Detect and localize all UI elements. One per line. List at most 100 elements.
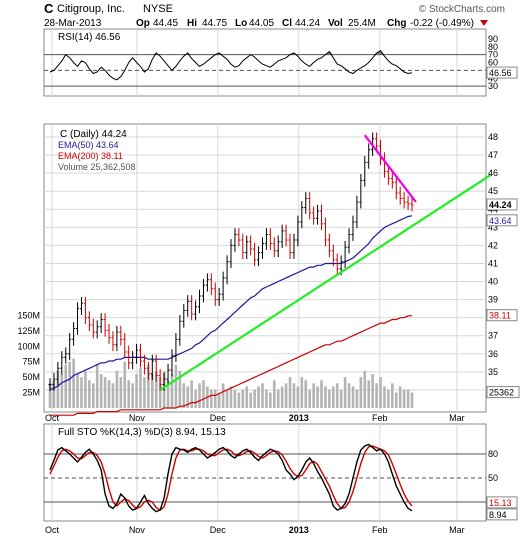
- volume-bar: [383, 386, 386, 408]
- price-tag-box: [486, 198, 518, 211]
- volume-tag-box: [486, 386, 520, 399]
- price-tick-label: 47: [488, 150, 498, 160]
- volume-bar: [363, 370, 367, 408]
- volume-bar: [119, 377, 123, 408]
- sto-x-label: 2013: [289, 525, 309, 535]
- resistance-trendline: [363, 134, 417, 203]
- volume-bar: [143, 377, 146, 408]
- volume-bar: [300, 377, 304, 408]
- down-arrow-icon: [480, 20, 488, 26]
- rsi-tag-label: 46.56: [489, 68, 512, 78]
- volume-bar: [391, 383, 394, 408]
- volume-bar: [257, 386, 260, 408]
- price-tick-label: 45: [488, 186, 498, 196]
- volume-bar: [402, 389, 406, 408]
- volume-bar: [245, 386, 249, 408]
- volume-bar: [308, 389, 311, 408]
- volume-bar: [359, 377, 363, 408]
- price-tick-label: 36: [488, 349, 498, 359]
- volume-bar: [398, 386, 402, 408]
- price-tick-label: 39: [488, 295, 498, 305]
- volume-bar: [186, 386, 190, 408]
- source-credit: © StockCharts.com: [419, 4, 505, 15]
- volume-bar: [292, 383, 296, 408]
- volume-bar: [91, 383, 95, 408]
- volume-bar: [379, 377, 382, 408]
- rsi-tick-label: 70: [488, 50, 498, 60]
- volume-bar: [324, 386, 327, 408]
- low-label: Lo: [235, 18, 247, 29]
- rsi-tick-label: 80: [488, 42, 498, 52]
- chg-label: Chg: [387, 18, 406, 29]
- volume-bar: [190, 380, 193, 408]
- price-x-label: Nov: [129, 413, 146, 423]
- axis-labels: 484746454443424140393837363534150M125M10…: [17, 34, 520, 535]
- volume-bar: [170, 374, 174, 408]
- sto-x-label: Feb: [372, 525, 388, 535]
- price-legend-c: C (Daily) 44.24: [60, 129, 127, 140]
- volume-bar: [320, 380, 323, 408]
- volume-bar: [103, 377, 107, 408]
- sto-panel: [43, 423, 487, 522]
- volume-bar: [76, 374, 79, 408]
- volume-bar: [296, 386, 300, 408]
- price-tick-label: 40: [488, 277, 498, 287]
- volume-bar: [221, 383, 225, 408]
- high-label: Hi: [187, 18, 197, 29]
- volume-bar: [335, 383, 339, 408]
- volume-bar: [339, 389, 343, 408]
- sto-tag-label: 8.94: [489, 510, 507, 520]
- volume-bar: [229, 386, 233, 408]
- volume-bar: [147, 364, 150, 408]
- price-tag-box: [486, 214, 518, 227]
- volume-bar: [316, 386, 319, 408]
- volume-bar: [261, 383, 264, 408]
- price-legend-ema50: EMA(50) 43.64: [58, 140, 119, 150]
- volume-bar: [284, 383, 288, 408]
- volume-bar: [351, 386, 355, 408]
- volume-bar: [304, 380, 308, 408]
- sto-tag-box: [486, 508, 518, 521]
- volume-bar: [151, 374, 154, 408]
- close-label: Cl: [282, 18, 292, 29]
- volume-bar: [265, 389, 268, 408]
- price-tick-label: 41: [488, 258, 498, 268]
- volume-bar: [328, 389, 331, 408]
- sto-x-label: Oct: [45, 525, 60, 535]
- vol-label: Vol: [328, 18, 343, 29]
- exchange: NYSE: [143, 3, 173, 15]
- volume-bar: [375, 383, 378, 408]
- close-value: 44.24: [295, 18, 320, 29]
- volume-bars: [48, 358, 414, 408]
- volume-bar: [276, 389, 280, 408]
- price-panel-marks: [48, 132, 492, 416]
- sto-tick-label: 50: [488, 473, 498, 483]
- volume-bar: [80, 377, 83, 408]
- price-tick-label: 37: [488, 331, 498, 341]
- volume-bar: [410, 392, 414, 408]
- price-tick-label: 42: [488, 240, 498, 250]
- volume-bar: [68, 361, 71, 408]
- volume-bar: [95, 364, 99, 408]
- volume-bar: [194, 389, 197, 408]
- open-value: 44.45: [153, 18, 178, 29]
- rsi-tag-box: [486, 66, 518, 79]
- price-x-label: 2013: [289, 413, 309, 423]
- sto-k-line: [49, 443, 413, 513]
- volume-bar: [123, 361, 127, 408]
- volume-bar: [332, 386, 335, 408]
- volume-bar: [202, 380, 205, 408]
- volume-bar: [355, 389, 359, 408]
- volume-bar: [84, 370, 87, 408]
- sto-marks: [49, 443, 413, 513]
- volume-tick-label: 50M: [22, 372, 40, 382]
- volume-bar: [72, 358, 75, 408]
- volume-tick-label: 25M: [22, 388, 40, 398]
- header-date: 28-Mar-2013: [44, 18, 102, 29]
- volume-bar: [127, 380, 130, 408]
- volume-bar: [387, 389, 390, 408]
- volume-bar: [343, 377, 347, 408]
- rsi-line: [49, 50, 413, 81]
- rsi-tick-label: 60: [488, 58, 498, 68]
- rsi-panel: [43, 28, 487, 97]
